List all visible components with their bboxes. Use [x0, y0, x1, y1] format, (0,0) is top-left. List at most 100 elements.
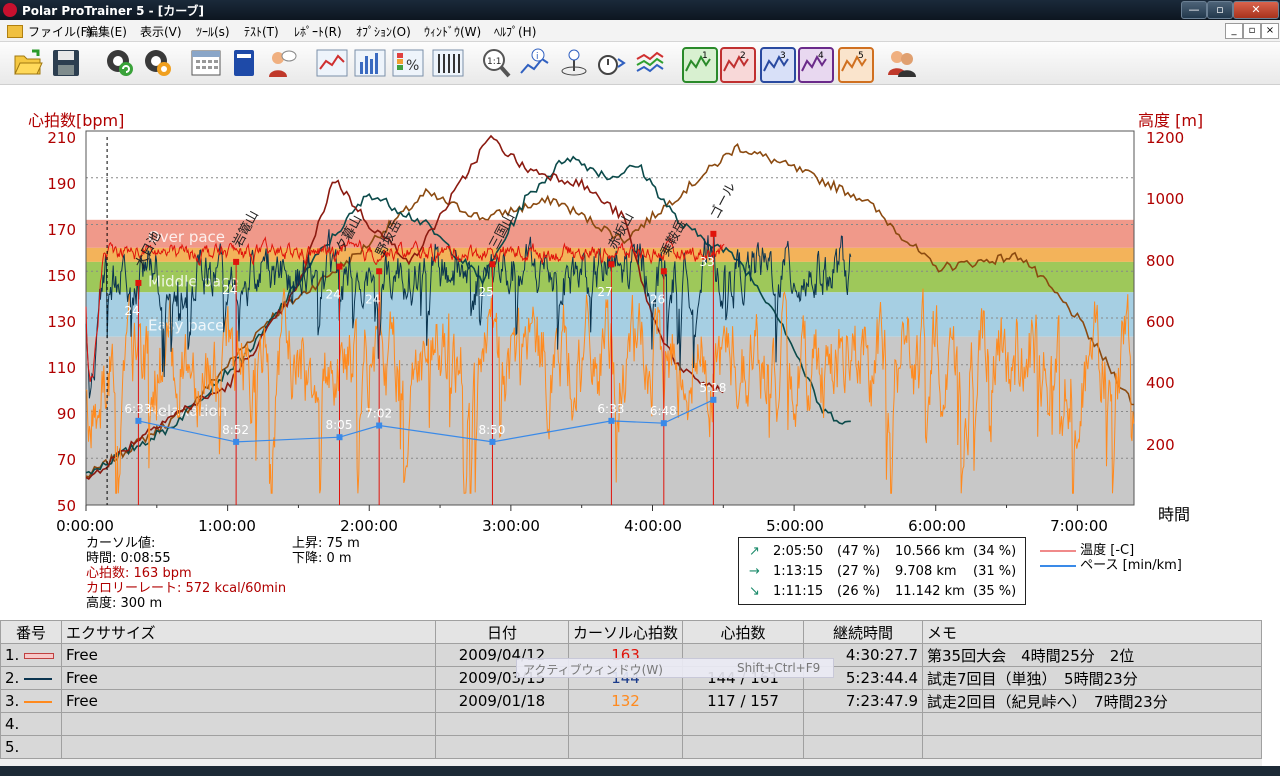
menu-report[interactable]: ﾚﾎﾟｰﾄ(R) — [294, 25, 342, 39]
col-hr[interactable]: 心拍数 — [682, 620, 805, 644]
curve-3-icon[interactable]: 3 — [760, 47, 796, 83]
user-profile-icon[interactable] — [266, 47, 298, 79]
right-arrow-icon: → — [749, 564, 760, 579]
col-cursor-hr[interactable]: カーソル心拍数 — [567, 620, 684, 644]
row-number: 5. — [0, 735, 62, 759]
row-number: 2. — [5, 669, 20, 687]
lap-marker — [489, 261, 496, 268]
toolbar: % 1:1 i 1 2 3 4 5 — [0, 42, 1280, 85]
legend: 温度 [-C] ペース [min/km] — [1040, 543, 1182, 573]
open-folder-icon[interactable] — [12, 47, 44, 79]
left-axis-label: 心拍数[bpm] — [28, 111, 125, 130]
pace-label: 6:33 — [597, 402, 624, 416]
curve-2-icon[interactable]: 2 — [720, 47, 756, 83]
tooltip-label: アクティブウィンドウ(W) — [523, 663, 663, 677]
row-color-swatch — [24, 700, 53, 703]
mdi-close-button[interactable]: × — [1261, 23, 1279, 39]
menu-window[interactable]: ｳｨﾝﾄﾞｳ(W) — [424, 25, 482, 39]
curve-3-number: 3 — [780, 51, 786, 61]
menu-bar: ファイル(F) 編集(E) 表示(V) ﾂｰﾙ(s) ﾃｽﾄ(T) ﾚﾎﾟｰﾄ(… — [0, 20, 1280, 42]
zone-time: 1:13:15 — [773, 564, 824, 579]
table-row[interactable]: 3. Free 2009/01/18 132 117 / 157 7:23:47… — [0, 689, 1262, 713]
zone-time-pct: (47 %) — [837, 544, 881, 559]
line-chart-icon[interactable] — [316, 47, 348, 79]
close-button[interactable]: ✕ — [1233, 1, 1279, 19]
lap-name: ゴール — [707, 180, 739, 222]
cursor-info-time: 時間: 0:08:55 — [86, 551, 171, 566]
curve-5-icon[interactable]: 5 — [838, 47, 874, 83]
info-chart-icon[interactable]: i — [518, 47, 550, 79]
bar-chart-icon[interactable] — [354, 47, 386, 79]
table-row[interactable]: 1. Free 2009/04/12 163 4:30:27.7 第35回大会 … — [0, 643, 1262, 667]
calendar-icon[interactable] — [190, 47, 222, 79]
heart-rate-line — [85, 236, 725, 382]
menu-tools[interactable]: ﾂｰﾙ(s) — [196, 25, 230, 39]
up-arrow-icon: ↗ — [749, 544, 760, 559]
pace-point — [336, 434, 343, 441]
pace-point — [710, 396, 717, 403]
lap-number: 33 — [699, 255, 714, 269]
menu-edit[interactable]: 編集(E) — [86, 25, 127, 39]
settings-gear-icon[interactable] — [142, 47, 174, 79]
table-row[interactable]: 2. Free 2009/03/15 144 144 / 161 5:23:44… — [0, 666, 1262, 690]
x-tick: 3:00:00 — [482, 517, 540, 535]
right-tick: 600 — [1146, 313, 1175, 331]
sync-icon[interactable] — [104, 47, 136, 79]
users-icon[interactable] — [886, 47, 918, 79]
right-tick: 800 — [1146, 252, 1175, 270]
zone-summary: ↗ 2:05:50 (47 %) 10.566 km (34 %) → 1:13… — [738, 537, 1026, 605]
menu-test[interactable]: ﾃｽﾄ(T) — [244, 25, 279, 39]
maximize-button[interactable]: ▫ — [1207, 1, 1233, 19]
columns-chart-icon[interactable] — [432, 47, 464, 79]
row-memo: 試走2回目（紀見峠へ） 7時間23分 — [922, 689, 1262, 713]
stopwatch-icon[interactable] — [596, 47, 628, 79]
mdi-restore-button[interactable]: ▫ — [1243, 23, 1261, 39]
lap-marker — [710, 230, 717, 237]
pace-point — [376, 422, 383, 429]
minimize-button[interactable]: — — [1181, 1, 1207, 19]
cursor-info: カーソル値: 時間: 0:08:55 心拍数: 163 bpm カロリーレート:… — [86, 536, 286, 611]
multi-line-icon[interactable] — [634, 47, 666, 79]
book-icon[interactable] — [228, 47, 260, 79]
mdi-minimize-button[interactable]: _ — [1225, 23, 1243, 39]
curve-1-number: 1 — [702, 51, 708, 61]
percent-chart-icon[interactable]: % — [392, 47, 424, 79]
lap-number: 24 — [326, 288, 341, 302]
curve-1-icon[interactable]: 1 — [682, 47, 718, 83]
menu-file[interactable]: ファイル(F) — [28, 25, 93, 39]
right-tick: 1200 — [1146, 129, 1185, 147]
menu-view[interactable]: 表示(V) — [140, 25, 182, 39]
right-tick: 200 — [1146, 436, 1175, 454]
col-date[interactable]: 日付 — [435, 620, 569, 644]
lap-number: 24 — [222, 283, 237, 297]
cursor-info-title: カーソル値: — [86, 536, 156, 551]
pace-label: 5:18 — [699, 381, 726, 395]
menu-options[interactable]: ｵﾌﾟｼｮﾝ(O) — [356, 25, 411, 39]
heart-rate-line — [85, 288, 1135, 494]
lap-marker — [660, 268, 667, 275]
row-cursor-hr: 132 — [567, 689, 684, 713]
info-pin-icon[interactable] — [558, 47, 590, 79]
chart-area: 心拍数[bpm] 高度 [m] 時間 210 190 170 150 130 1… — [0, 85, 1280, 620]
col-exercise[interactable]: エクササイズ — [61, 620, 436, 644]
col-number[interactable]: 番号 — [0, 620, 62, 644]
table-row[interactable]: 5. — [0, 735, 1262, 759]
exercise-table: 番号 エクササイズ 日付 カーソル心拍数 心拍数 継続時間 メモ 1. Free… — [0, 620, 1262, 766]
col-memo[interactable]: メモ — [922, 620, 1262, 644]
table-row[interactable]: 4. — [0, 712, 1262, 736]
row-exercise: Free — [61, 689, 436, 713]
lap-marker — [376, 268, 383, 275]
zoom-1to1-icon[interactable]: 1:1 — [480, 47, 512, 79]
menu-help[interactable]: ﾍﾙﾌﾟ(H) — [494, 25, 537, 39]
altitude-line — [85, 155, 851, 476]
x-tick: 7:00:00 — [1050, 517, 1108, 535]
x-axis-label: 時間 — [1158, 505, 1191, 524]
lap-marker — [608, 261, 615, 268]
lap-number: 24 — [365, 292, 380, 306]
document-icon — [7, 25, 23, 38]
x-tick: 0:00:00 — [56, 517, 114, 535]
curve-4-icon[interactable]: 4 — [798, 47, 834, 83]
col-duration[interactable]: 継続時間 — [803, 620, 924, 644]
save-icon[interactable] — [50, 47, 82, 79]
